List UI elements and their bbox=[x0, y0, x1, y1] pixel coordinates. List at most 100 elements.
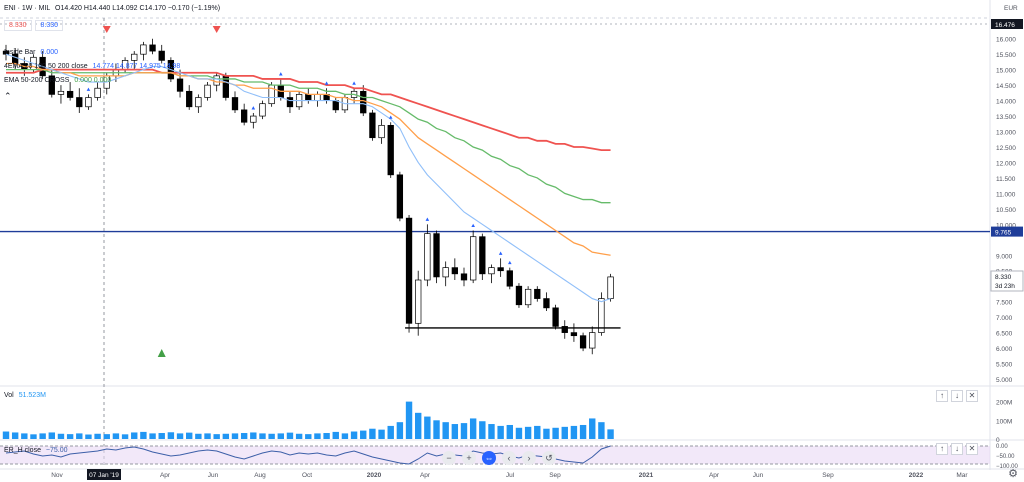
move-pane-down-button[interactable]: ↓ bbox=[951, 443, 963, 455]
volume-legend[interactable]: Vol 51.523M bbox=[4, 391, 46, 401]
move-pane-up-button[interactable]: ↑ bbox=[936, 390, 948, 402]
volume-bar bbox=[85, 434, 92, 439]
volume-bar bbox=[488, 424, 495, 439]
time-tick-label: Apr bbox=[420, 472, 431, 479]
price-tick-label: 7.000 bbox=[996, 315, 1013, 322]
candle-body bbox=[561, 326, 568, 333]
volume-bar bbox=[158, 433, 165, 439]
volume-bar bbox=[360, 430, 367, 439]
volume-bar bbox=[369, 428, 376, 439]
candle-body bbox=[305, 94, 312, 101]
ema100-line bbox=[6, 69, 611, 204]
candle-body bbox=[479, 236, 486, 275]
indicator-name: EMA 50-200 CROSS bbox=[4, 77, 70, 84]
zoom-out-button[interactable]: − bbox=[442, 451, 456, 465]
symbol-name[interactable]: ENI bbox=[4, 5, 16, 12]
candle-body bbox=[598, 298, 605, 333]
price-tick-label: 12.500 bbox=[996, 145, 1016, 152]
price-tick-label: 10.500 bbox=[996, 207, 1016, 214]
candle-body bbox=[460, 273, 468, 281]
interval[interactable]: 1W bbox=[21, 5, 33, 12]
time-tick-label: Apr bbox=[709, 472, 720, 479]
volume-bar bbox=[167, 432, 175, 439]
volume-title: Vol bbox=[4, 392, 14, 399]
volume-bar bbox=[213, 434, 220, 439]
indicator-ema-cross[interactable]: EMA 50-200 CROSS 0.000 0.000 bbox=[4, 76, 111, 86]
time-tick-label: Sep bbox=[549, 472, 561, 479]
move-pane-down-button[interactable]: ↓ bbox=[951, 390, 963, 402]
collapse-legend-icon[interactable]: ⌃ bbox=[4, 91, 12, 101]
volume-bar bbox=[607, 429, 614, 439]
volume-bar bbox=[341, 433, 349, 439]
gear-icon[interactable]: ⚙ bbox=[1008, 468, 1018, 480]
indicator-inside-bar[interactable]: Inside Bar 0.000 bbox=[4, 48, 58, 58]
reset-scale-button[interactable]: ⇔ bbox=[482, 451, 496, 465]
bid-ask-box[interactable]: 8.330 8.330 bbox=[4, 20, 65, 31]
volume-bar bbox=[149, 433, 156, 439]
oscillator-legend[interactable]: ER_H close −75.00 bbox=[4, 446, 68, 456]
volume-bar bbox=[451, 424, 459, 439]
price-tick-label: 5.500 bbox=[996, 362, 1013, 369]
candle-body bbox=[433, 233, 440, 278]
inside-bar-marker bbox=[508, 260, 512, 265]
volume-value: 51.523M bbox=[18, 392, 46, 399]
time-tick-label: Jun bbox=[208, 472, 219, 479]
candle-body bbox=[158, 50, 165, 61]
volume-bar bbox=[222, 433, 230, 439]
volume-bar bbox=[415, 412, 422, 439]
price-tick-label: 15.500 bbox=[996, 52, 1016, 59]
zoom-in-button[interactable]: + bbox=[462, 451, 476, 465]
volume-bar bbox=[405, 401, 413, 439]
volume-bar bbox=[94, 433, 101, 439]
candle-body bbox=[534, 288, 541, 299]
top-price-label: 16.476 bbox=[995, 22, 1015, 29]
indicator-4ema[interactable]: 4EMA 20 100 50 200 close 14.774 14.877 1… bbox=[4, 62, 180, 72]
oscillator-title: ER_H close bbox=[4, 447, 41, 454]
price-tick-label: 15.000 bbox=[996, 68, 1016, 75]
close-pane-button[interactable]: ✕ bbox=[966, 443, 978, 455]
indicator-name: Inside Bar bbox=[4, 49, 36, 56]
candle-body bbox=[66, 90, 74, 98]
candle-body bbox=[488, 267, 495, 275]
volume-bar bbox=[598, 422, 605, 439]
candle-body bbox=[424, 233, 431, 281]
candle-body bbox=[570, 332, 578, 337]
volume-tick-label: 200M bbox=[996, 400, 1012, 407]
bid-price[interactable]: 8.330 bbox=[4, 20, 32, 31]
candle-body bbox=[470, 236, 477, 281]
reset-chart-button[interactable]: ↺ bbox=[542, 451, 556, 465]
buy-signal-marker bbox=[157, 349, 166, 357]
move-pane-up-button[interactable]: ↑ bbox=[936, 443, 948, 455]
candle-body bbox=[176, 78, 184, 92]
time-tick-label: Jul bbox=[506, 472, 515, 479]
candle-body bbox=[607, 276, 614, 299]
candle-body bbox=[85, 97, 92, 108]
volume-bar bbox=[305, 434, 312, 439]
candle-body bbox=[94, 87, 101, 98]
scroll-left-button[interactable]: ‹ bbox=[502, 451, 516, 465]
volume-bar bbox=[433, 420, 440, 439]
ask-price[interactable]: 8.330 bbox=[35, 20, 64, 31]
ema20-line bbox=[5, 53, 611, 303]
oscillator-tick-label: −50.00 bbox=[996, 454, 1015, 460]
candle-body bbox=[360, 90, 367, 114]
candle-body bbox=[131, 53, 138, 61]
close-pane-button[interactable]: ✕ bbox=[966, 390, 978, 402]
price-tick-label: 11.500 bbox=[996, 176, 1016, 183]
volume-bar bbox=[250, 432, 257, 439]
countdown-label: 3d 23h bbox=[995, 283, 1015, 290]
chart-navigation-bar[interactable]: − + ⇔ ‹ › ↺ bbox=[442, 450, 556, 466]
volume-bar bbox=[240, 433, 248, 439]
candle-body bbox=[524, 288, 532, 306]
indicator-values: 0.000 bbox=[40, 49, 59, 56]
inside-bar-marker bbox=[324, 81, 329, 85]
volume-bar bbox=[524, 426, 532, 439]
volume-bar bbox=[277, 433, 284, 439]
sell-signal-marker bbox=[102, 26, 111, 33]
scroll-right-button[interactable]: › bbox=[522, 451, 536, 465]
indicator-values: 0.000 0.000 bbox=[74, 77, 112, 84]
inside-bar-marker bbox=[352, 81, 356, 85]
symbol-legend[interactable]: ENI · 1W · MIL O14.420 H14.440 L14.092 C… bbox=[4, 5, 221, 12]
